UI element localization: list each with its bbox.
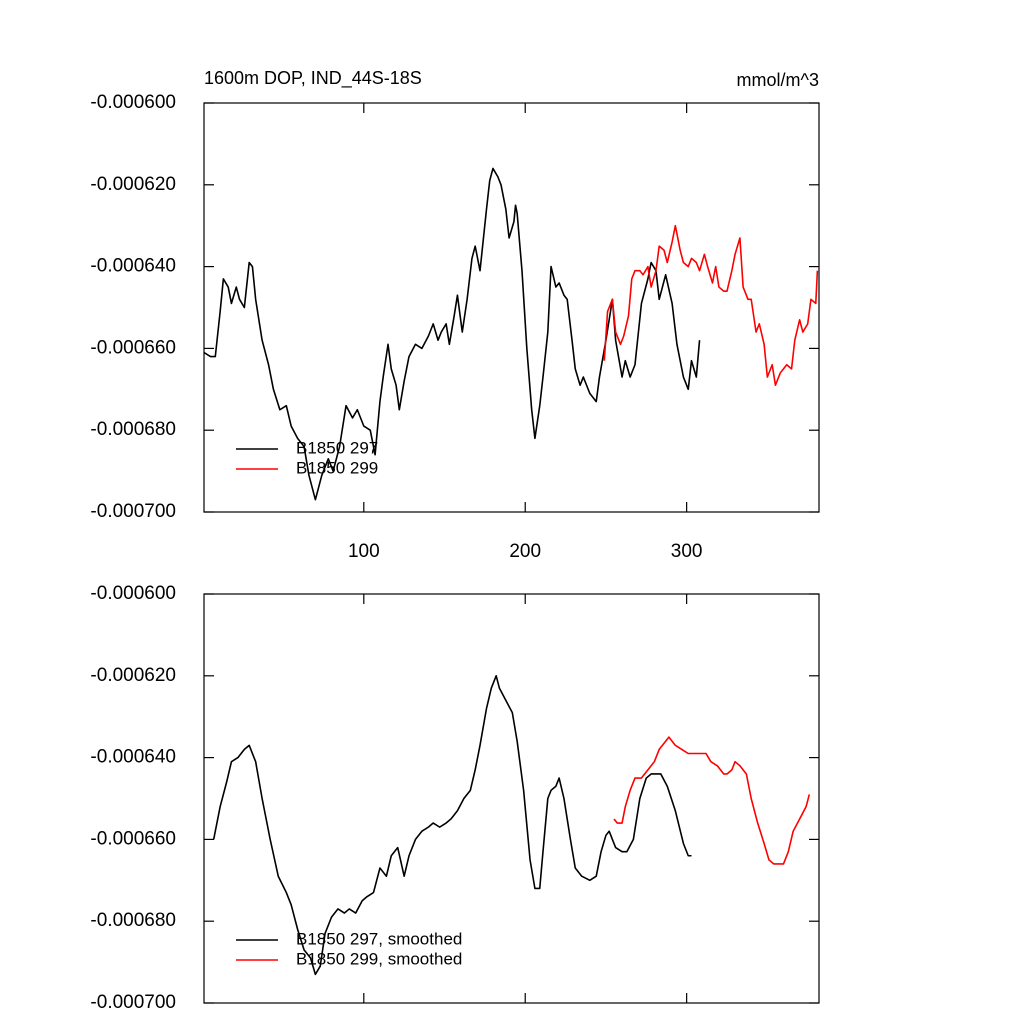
legend-label: B1850 297 xyxy=(296,438,378,457)
chart-title: 1600m DOP, IND_44S-18S xyxy=(204,68,422,89)
y-tick-label: -0.000640 xyxy=(90,256,176,277)
data-line xyxy=(203,167,701,501)
plot-frame xyxy=(203,593,820,1004)
y-tick-label: -0.000660 xyxy=(90,828,176,849)
y-tick-label: -0.000600 xyxy=(90,583,176,604)
y-tick-label: -0.000660 xyxy=(90,337,176,358)
y-tick-label: -0.000700 xyxy=(90,992,176,1013)
data-line xyxy=(212,675,692,976)
legend-label: B1850 297, smoothed xyxy=(296,929,462,948)
data-line xyxy=(603,224,819,387)
y-tick-label: -0.000620 xyxy=(90,665,176,686)
units-label: mmol/m^3 xyxy=(737,70,819,90)
y-tick-label: -0.000680 xyxy=(90,910,176,931)
x-tick-label: 100 xyxy=(348,541,380,562)
plot-frame xyxy=(203,102,820,513)
y-tick-label: -0.000700 xyxy=(90,501,176,522)
y-tick-label: -0.000600 xyxy=(90,92,176,113)
y-tick-label: -0.000680 xyxy=(90,419,176,440)
data-line xyxy=(613,736,811,865)
legend-label: B1850 299 xyxy=(296,458,378,477)
x-tick-label: 300 xyxy=(671,541,703,562)
x-tick-label: 200 xyxy=(509,541,541,562)
y-tick-label: -0.000640 xyxy=(90,747,176,768)
legend-label: B1850 299, smoothed xyxy=(296,949,462,968)
y-tick-label: -0.000620 xyxy=(90,174,176,195)
